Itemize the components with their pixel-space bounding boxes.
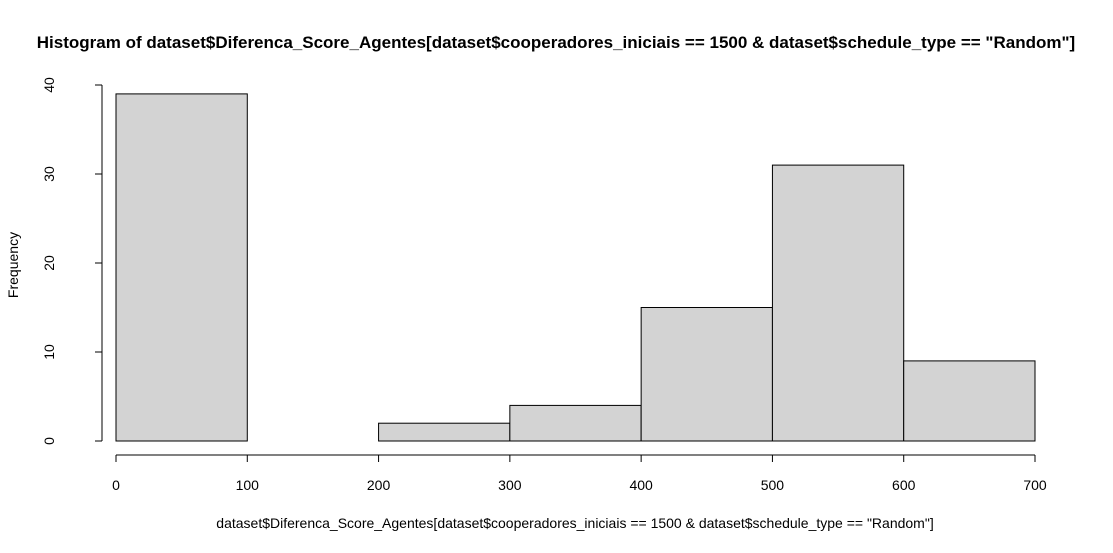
histogram-bar-5 (772, 165, 903, 441)
histogram-bar-2 (379, 423, 510, 441)
y-axis: 0 10 20 30 40 (41, 77, 102, 445)
x-tick-label: 100 (236, 477, 260, 493)
x-tick-label: 500 (761, 477, 785, 493)
histogram-bar-0 (116, 94, 247, 441)
y-tick-label: 0 (41, 437, 57, 445)
x-tick-label: 0 (112, 477, 120, 493)
y-tick-label: 20 (41, 255, 57, 271)
y-tick-label: 40 (41, 77, 57, 93)
histogram-bar-6 (904, 361, 1035, 441)
x-axis-label: dataset$Diferenca_Score_Agentes[dataset$… (216, 515, 933, 531)
x-tick-label: 200 (367, 477, 391, 493)
y-tick-label: 30 (41, 166, 57, 182)
x-tick-label: 700 (1023, 477, 1047, 493)
x-tick-label: 600 (892, 477, 916, 493)
y-axis-label: Frequency (5, 232, 21, 298)
histogram-bar-3 (510, 405, 641, 441)
x-tick-label: 300 (498, 477, 522, 493)
y-tick-label: 10 (41, 344, 57, 360)
x-axis: 0 100 200 300 400 500 600 700 (112, 455, 1047, 493)
histogram-bar-4 (641, 308, 772, 442)
histogram-bars (116, 94, 1035, 441)
chart-title: Histogram of dataset$Diferenca_Score_Age… (37, 33, 1075, 52)
x-tick-label: 400 (629, 477, 653, 493)
